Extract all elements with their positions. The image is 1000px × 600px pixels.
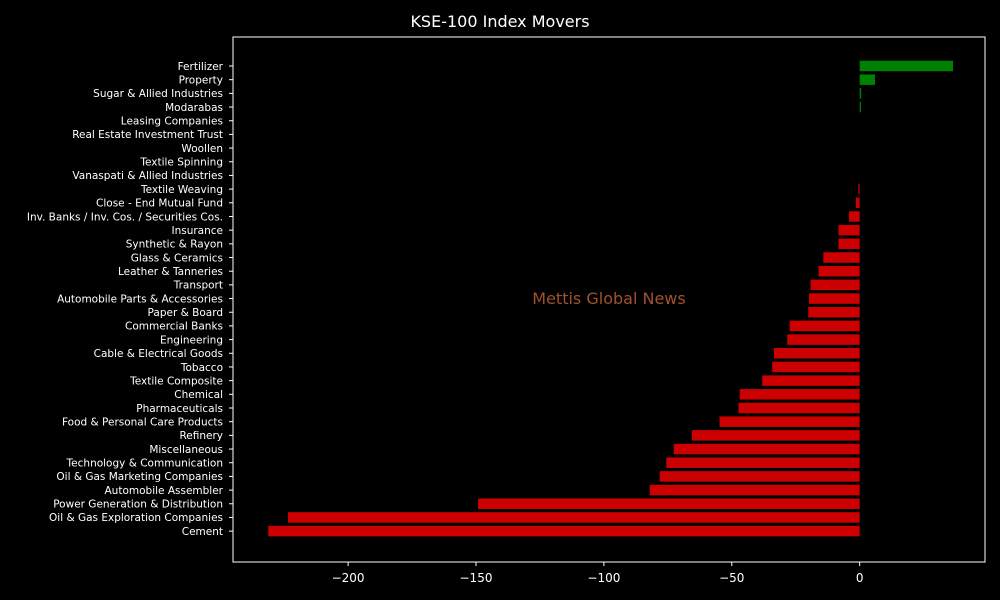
category-label: Food & Personal Care Products xyxy=(62,416,223,428)
bar xyxy=(823,252,860,263)
bar xyxy=(659,471,860,482)
bar xyxy=(649,484,860,496)
category-label: Woollen xyxy=(181,143,223,155)
bar xyxy=(673,443,860,455)
bar xyxy=(691,430,860,441)
bar xyxy=(859,60,954,72)
bar xyxy=(738,402,860,414)
watermark-text: Mettis Global News xyxy=(532,289,685,308)
x-tick-label: −200 xyxy=(332,571,365,585)
bar xyxy=(818,265,860,277)
bar xyxy=(666,457,860,468)
bar xyxy=(268,525,860,537)
bar xyxy=(848,211,860,222)
category-label: Pharmaceuticals xyxy=(136,403,223,415)
bar xyxy=(719,416,860,427)
bar xyxy=(772,361,860,373)
category-label: Synthetic & Rayon xyxy=(126,239,223,251)
category-label: Chemical xyxy=(174,389,223,401)
category-label: Engineering xyxy=(160,334,223,346)
bar xyxy=(859,101,861,113)
bars-group xyxy=(268,60,954,537)
category-label: Cable & Electrical Goods xyxy=(94,348,223,360)
category-label: Close - End Mutual Fund xyxy=(96,198,223,210)
bar xyxy=(773,348,860,359)
bar xyxy=(859,74,876,85)
x-axis-ticks: −200 −150 −100 −50 0 xyxy=(332,562,864,585)
bar xyxy=(808,306,860,318)
category-label: Textile Weaving xyxy=(140,184,223,196)
category-label: Oil & Gas Marketing Companies xyxy=(56,471,223,483)
category-label: Automobile Parts & Accessories xyxy=(57,293,223,305)
category-label: Modarabas xyxy=(165,102,223,114)
bar xyxy=(858,183,860,195)
category-label: Miscellaneous xyxy=(149,444,223,456)
bar xyxy=(287,512,860,523)
category-label: Paper & Board xyxy=(148,307,223,319)
bar xyxy=(859,88,862,99)
bar xyxy=(478,498,860,510)
category-label: Vanaspati & Allied Industries xyxy=(72,170,223,182)
category-label: Insurance xyxy=(171,225,223,237)
category-label: Leather & Tanneries xyxy=(118,266,223,278)
category-label: Fertilizer xyxy=(178,61,224,73)
category-label: Real Estate Investment Trust xyxy=(72,129,223,141)
x-tick-label: −100 xyxy=(587,571,620,585)
category-label: Inv. Banks / Inv. Cos. / Securities Cos. xyxy=(27,211,223,223)
category-label: Power Generation & Distribution xyxy=(53,499,223,511)
category-label: Leasing Companies xyxy=(121,116,223,128)
bar xyxy=(838,224,860,236)
category-label: Textile Composite xyxy=(129,375,223,387)
category-label: Cement xyxy=(182,526,223,538)
bar xyxy=(838,238,860,250)
category-label: Technology & Communication xyxy=(66,458,223,470)
x-tick-label: −50 xyxy=(719,571,744,585)
bar xyxy=(789,320,860,332)
category-label: Property xyxy=(179,74,223,86)
bar xyxy=(762,375,860,386)
category-label: Oil & Gas Exploration Companies xyxy=(49,512,223,524)
category-label: Glass & Ceramics xyxy=(131,252,223,264)
chart-title: KSE-100 Index Movers xyxy=(410,12,590,31)
category-label: Refinery xyxy=(179,430,223,442)
category-label: Commercial Banks xyxy=(125,321,223,333)
category-label: Sugar & Allied Industries xyxy=(93,88,223,100)
bar xyxy=(855,197,860,209)
category-label: Transport xyxy=(173,280,223,292)
bar xyxy=(739,389,860,400)
category-label: Automobile Assembler xyxy=(105,485,224,497)
plot-frame xyxy=(232,36,986,563)
bar xyxy=(787,334,860,345)
bar xyxy=(809,293,860,304)
category-label: Tobacco xyxy=(180,362,223,374)
category-label: Textile Spinning xyxy=(139,157,223,169)
x-tick-label: 0 xyxy=(856,571,864,585)
bar xyxy=(810,279,860,291)
x-tick-label: −150 xyxy=(460,571,493,585)
